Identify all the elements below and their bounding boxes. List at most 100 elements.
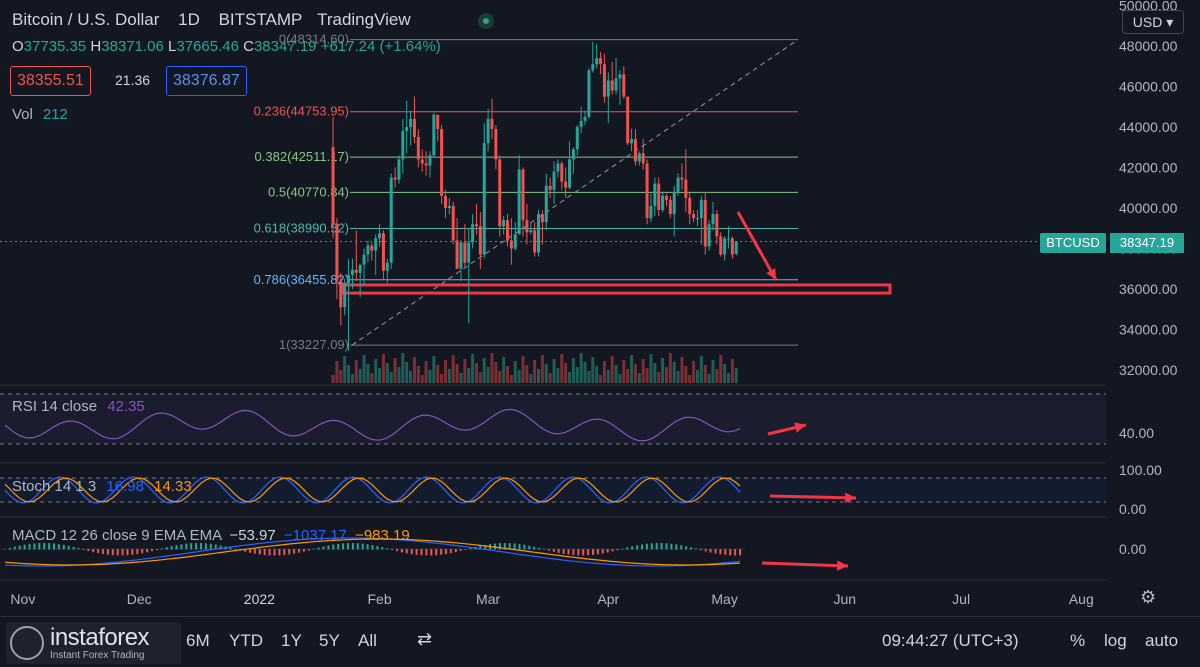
range-5y[interactable]: 5Y	[319, 631, 340, 650]
macd-hist-bar	[376, 546, 379, 550]
price-axis-bg	[1106, 0, 1200, 616]
rsi-label: RSI 14 close	[12, 398, 98, 415]
candle-body	[525, 220, 529, 233]
candle-body	[428, 155, 432, 166]
macd-hist-bar	[288, 549, 291, 555]
candle-body	[358, 264, 362, 273]
volume-bar	[544, 364, 548, 383]
volume-bar	[389, 372, 393, 383]
instaforex-logo-icon	[10, 626, 44, 660]
volume-bar	[525, 365, 529, 383]
volume-bar	[490, 353, 494, 383]
price-down-arrow-head	[766, 268, 776, 280]
high-key: H	[90, 38, 102, 55]
volume-bar	[347, 365, 351, 383]
volume-bar	[552, 359, 556, 383]
macd-hist-bar	[160, 548, 163, 550]
macd-hist-bar	[337, 543, 340, 550]
volume-bar	[703, 365, 707, 383]
sell-price-box[interactable]: 38355.51	[10, 66, 91, 96]
macd-hist-bar	[680, 545, 683, 550]
range-1y[interactable]: 1Y	[281, 631, 302, 650]
candle-body	[393, 177, 397, 180]
macd-hist-bar	[273, 549, 276, 556]
settings-gear-icon[interactable]: ⚙	[1140, 587, 1157, 607]
macd-hist-bar	[601, 549, 604, 554]
candle-body	[339, 280, 343, 308]
macd-hist-bar	[48, 543, 51, 550]
macd-hist-bar	[699, 549, 702, 551]
fib-level-label: 0.618(38990.52)	[254, 220, 349, 235]
candle-body	[552, 171, 556, 190]
macd-signal-value: −983.19	[355, 527, 410, 544]
candle-body	[637, 153, 641, 162]
candle-body	[587, 70, 591, 117]
volume-bar	[521, 356, 525, 383]
candle-body	[676, 177, 680, 192]
candle-body	[695, 218, 699, 220]
volume-bar	[560, 354, 564, 383]
macd-hist-bar	[219, 545, 222, 550]
buy-price-box[interactable]: 38376.87	[166, 66, 247, 96]
candle-body	[467, 242, 471, 263]
symbol-title[interactable]: Bitcoin / U.S. Dollar 1D BITSTAMP Tradin…	[12, 10, 415, 30]
macd-hist-bar	[435, 549, 438, 556]
candle-body	[389, 177, 393, 263]
volume-bar	[715, 369, 719, 383]
volume-bar	[583, 362, 587, 383]
auto-toggle[interactable]: auto	[1145, 631, 1179, 650]
macd-hist-bar	[302, 549, 305, 552]
volume-bar	[343, 356, 347, 383]
last-price-tag: 38347.19	[1110, 233, 1184, 253]
candle-body	[370, 245, 374, 251]
macd-hist-bar	[82, 549, 85, 550]
candle-body	[726, 238, 730, 240]
candle-body	[556, 163, 560, 172]
macd-line-value: −1037.17	[283, 527, 347, 544]
range-all[interactable]: All	[358, 631, 377, 650]
candle-body	[548, 185, 552, 190]
low-key: L	[168, 38, 177, 55]
percent-toggle[interactable]: %	[1070, 631, 1086, 650]
fib-level-label: 0.382(42511.17)	[255, 149, 349, 164]
macd-hist-bar	[155, 549, 158, 550]
volume-value: 212	[42, 106, 68, 123]
macd-hist-bar	[616, 549, 619, 551]
currency-select[interactable]: USD ▾	[1122, 10, 1184, 34]
candle-body	[540, 214, 544, 223]
fib-level-label: 0.236(44753.95)	[254, 104, 349, 119]
candle-body	[374, 238, 378, 251]
macd-hist-bar	[650, 543, 653, 550]
volume-bar	[393, 358, 397, 383]
candle-body	[513, 234, 517, 249]
volume-bar	[409, 371, 413, 383]
price-down-arrow	[736, 211, 778, 281]
candle-body	[455, 240, 459, 269]
volume-label: Vol	[12, 106, 33, 123]
macd-hist-bar	[38, 543, 41, 550]
volume-bar	[416, 366, 420, 383]
stoch-k-line	[4, 476, 741, 504]
candle-body	[506, 220, 510, 241]
stoch-k-value: 16.98	[106, 478, 144, 495]
volume-bar	[622, 360, 626, 383]
stoch-arrow	[769, 494, 857, 500]
range-ytd[interactable]: YTD	[229, 631, 263, 650]
volume-bar	[649, 354, 653, 383]
instaforex-logo: instaforex Instant Forex Trading	[6, 622, 181, 664]
rsi-band	[0, 394, 1106, 444]
macd-hist-bar	[547, 549, 550, 551]
range-6m[interactable]: 6M	[186, 631, 210, 650]
macd-hist-bar	[342, 543, 345, 550]
macd-hist-bar	[503, 543, 506, 550]
log-toggle[interactable]: log	[1104, 631, 1127, 650]
candle-body	[606, 80, 610, 97]
volume-bar	[626, 369, 630, 383]
volume-bar	[374, 359, 378, 383]
date-range-icon[interactable]: ⇄	[417, 629, 433, 649]
macd-hist-bar	[459, 549, 462, 551]
macd-hist-bar	[631, 546, 634, 550]
clock-time[interactable]: 09:44:27 (UTC+3)	[882, 631, 1019, 650]
time-tick-label: Dec	[127, 591, 152, 607]
